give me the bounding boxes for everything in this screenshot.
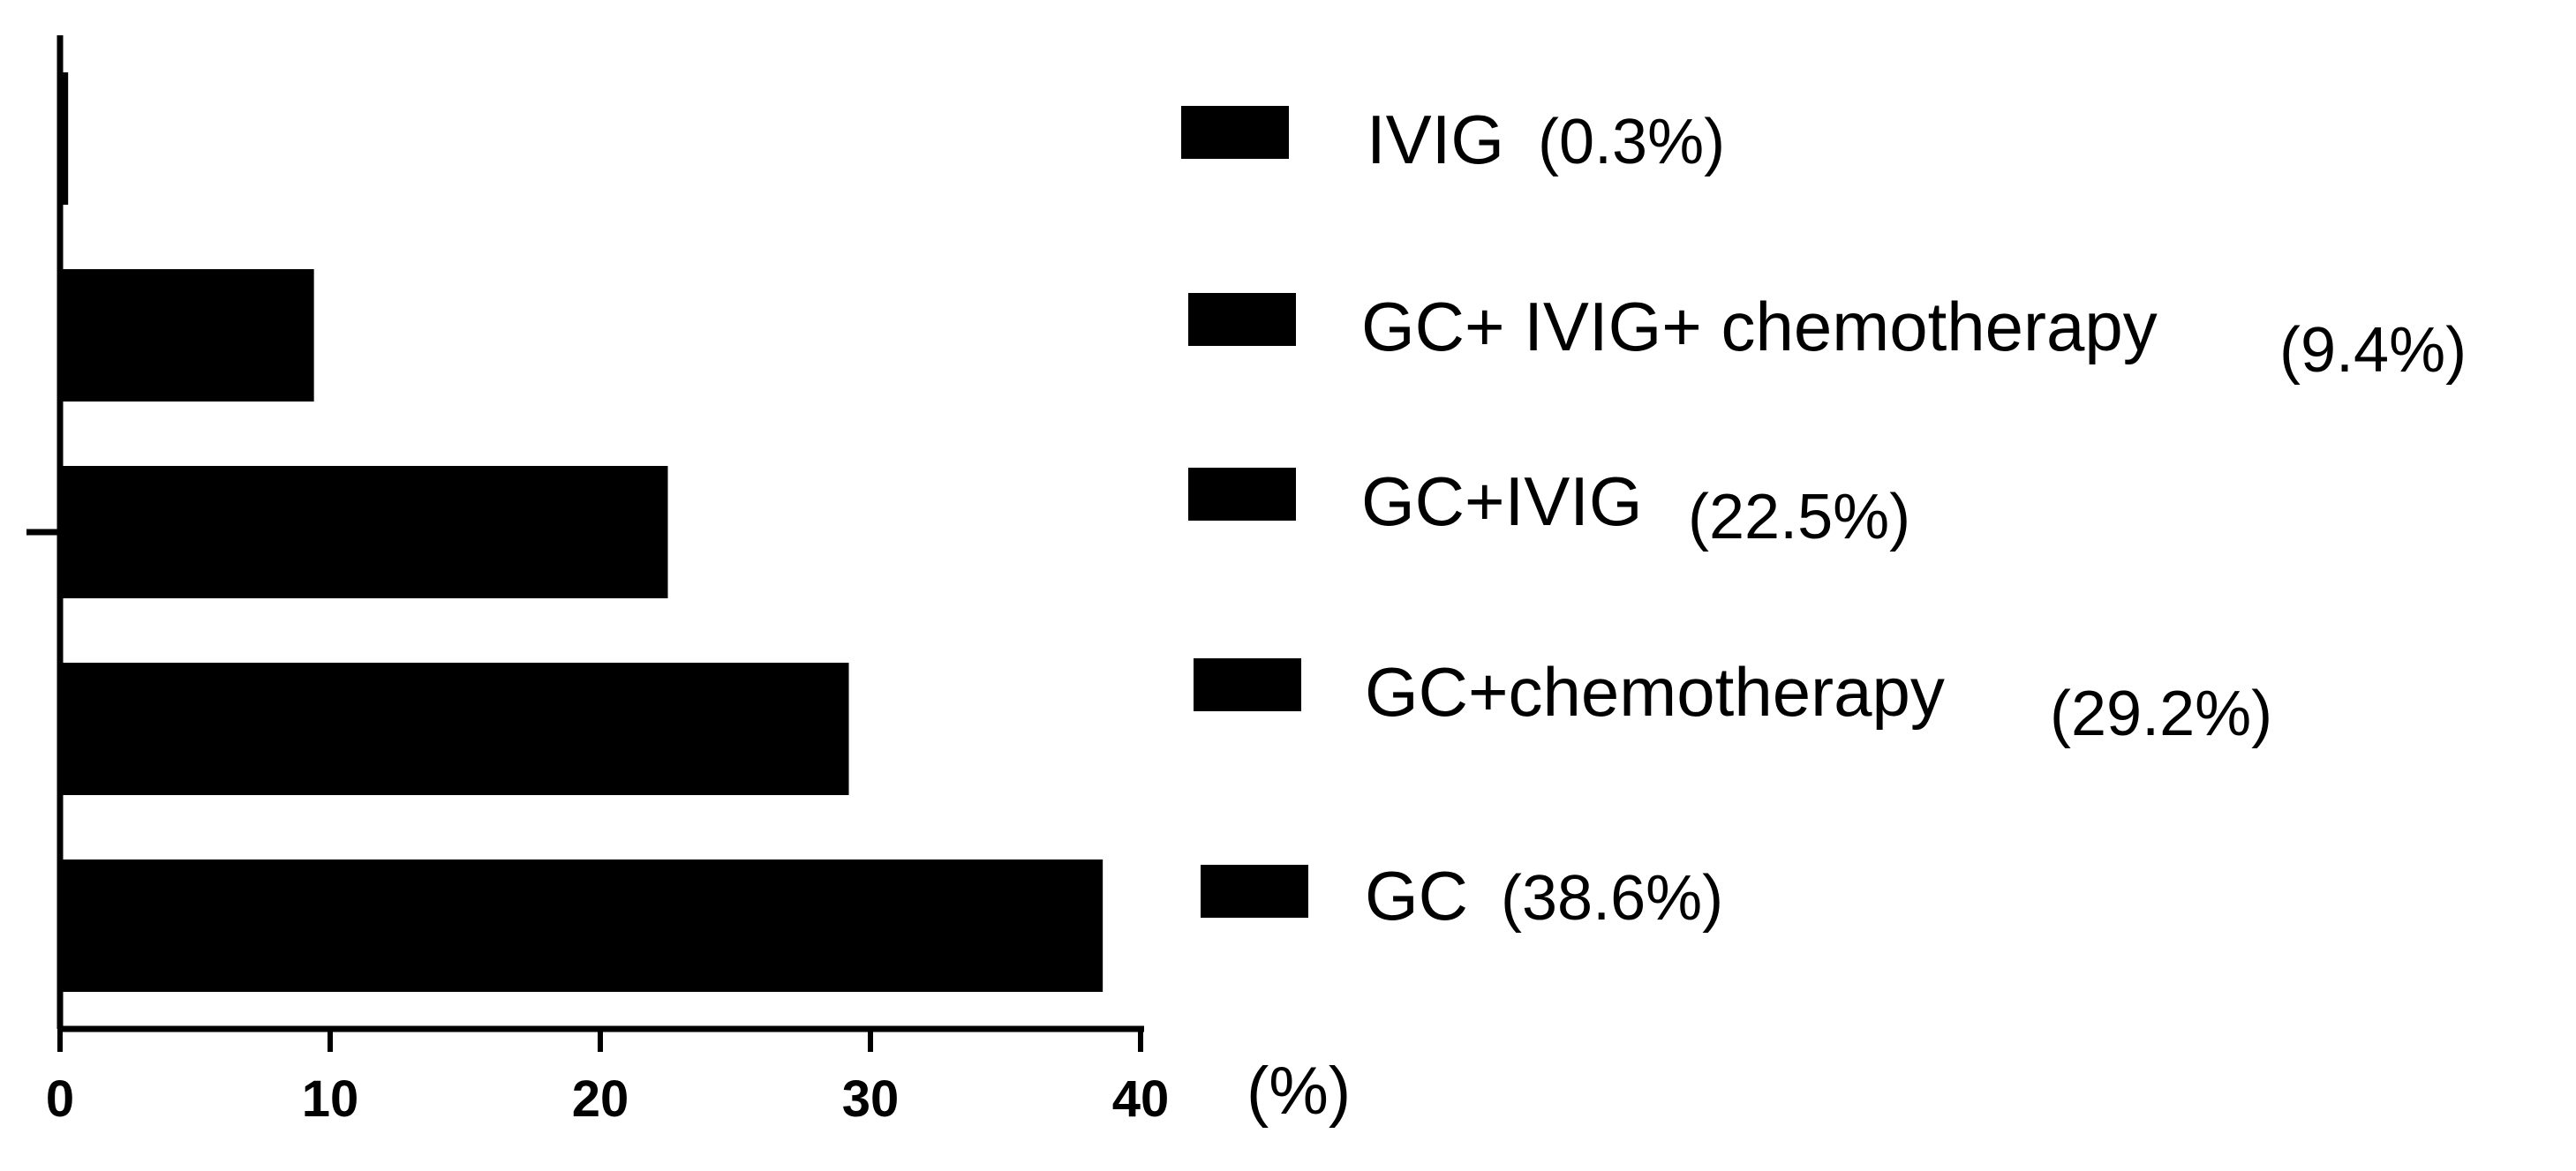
x-tick-label: 10	[302, 1070, 359, 1128]
legend-label-2: GC+IVIG	[1361, 462, 1643, 540]
bar-3	[60, 269, 314, 402]
bar-0	[60, 859, 1103, 992]
x-tick-label: 0	[46, 1070, 74, 1128]
legend-percent-4: (0.3%)	[1538, 107, 1725, 177]
legend-swatch-2	[1188, 468, 1296, 521]
bars-group	[60, 72, 1103, 992]
legend: IVIG (0.3%) GC+ IVIG+ chemotherapy (9.4%) GC…	[1181, 101, 2467, 935]
x-axis-unit-label: (%)	[1247, 1054, 1351, 1129]
x-tick-label: 40	[1112, 1070, 1170, 1128]
x-ticks-group: 0 10 20 30 40	[46, 1029, 1169, 1128]
bar-4	[60, 72, 69, 205]
legend-percent-2: (22.5%)	[1688, 482, 1910, 552]
legend-swatch-4	[1181, 106, 1289, 159]
legend-swatch-3	[1188, 293, 1296, 346]
bar-1	[60, 663, 849, 795]
legend-label-3: GC+ IVIG+ chemotherapy	[1361, 288, 2158, 365]
x-tick-label: 20	[572, 1070, 629, 1128]
bar-2	[60, 466, 668, 598]
legend-label-4: IVIG	[1367, 101, 1504, 178]
x-tick-label: 30	[842, 1070, 900, 1128]
legend-swatch-0	[1201, 865, 1308, 918]
legend-percent-3: (9.4%)	[2279, 315, 2467, 386]
legend-percent-0: (38.6%)	[1501, 863, 1723, 934]
legend-percent-1: (29.2%)	[2050, 679, 2272, 749]
legend-swatch-1	[1194, 658, 1301, 711]
legend-label-1: GC+chemotherapy	[1365, 653, 1945, 731]
legend-label-0: GC	[1365, 857, 1468, 935]
